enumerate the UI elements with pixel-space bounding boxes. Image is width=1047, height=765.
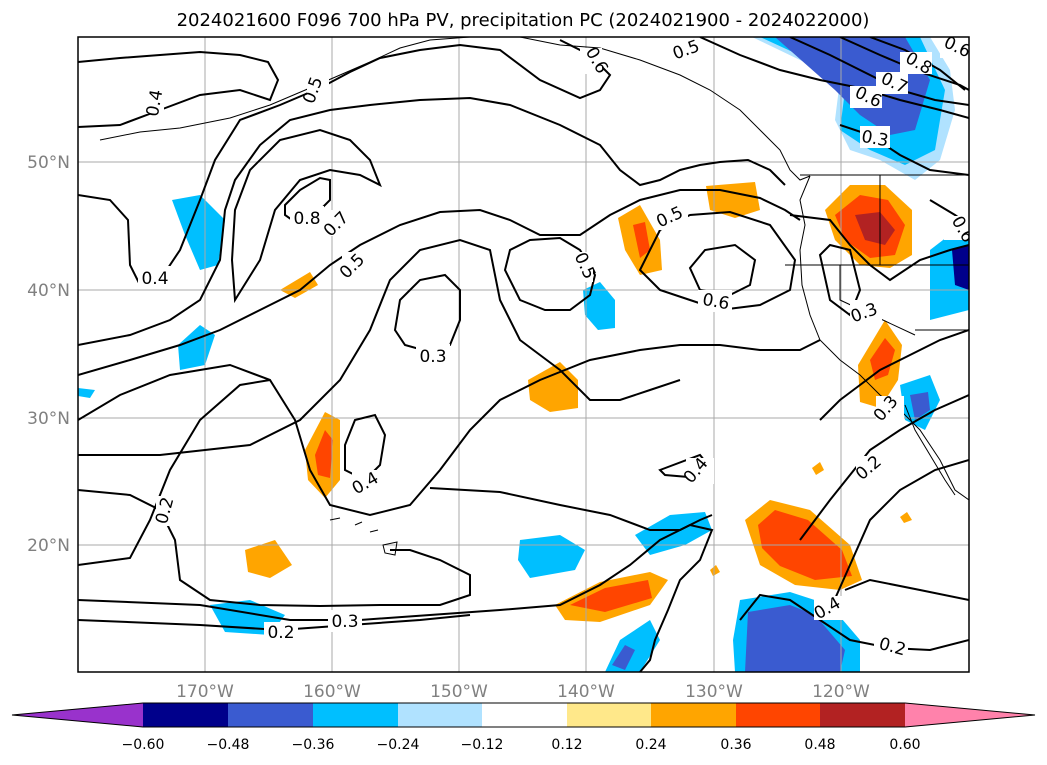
precip-negative-region bbox=[910, 392, 930, 420]
precip-positive-region bbox=[528, 362, 578, 412]
precip-shading bbox=[78, 37, 969, 672]
pv-contour bbox=[688, 243, 757, 297]
contour-label: 0.8 bbox=[293, 209, 320, 229]
pv-contour bbox=[78, 238, 681, 456]
gridlines bbox=[78, 37, 969, 672]
colorbar-bin bbox=[12, 703, 143, 727]
contour-label: 0.2 bbox=[267, 623, 294, 643]
pv-contour bbox=[503, 236, 597, 311]
contour-label: 0.3 bbox=[419, 347, 446, 367]
precip-positive-region bbox=[812, 462, 824, 475]
x-axis-ticks: 170°W 160°W 150°W 140°W 130°W 120°W bbox=[176, 682, 870, 702]
map-frame bbox=[77, 36, 970, 673]
precip-negative-region bbox=[745, 605, 845, 672]
y-tick-label: 50°N bbox=[27, 153, 70, 173]
colorbar-bin bbox=[398, 703, 482, 727]
colorbar-tick: 0.48 bbox=[804, 737, 835, 753]
precip-negative-region bbox=[612, 645, 635, 670]
x-tick-label: 170°W bbox=[176, 682, 234, 702]
pv-contour bbox=[739, 593, 969, 652]
pv-contour bbox=[789, 214, 969, 282]
pv-contour bbox=[393, 273, 461, 354]
coastlines bbox=[99, 37, 969, 556]
precip-positive-region bbox=[900, 512, 912, 523]
colorbar-outline bbox=[11, 702, 1036, 728]
state-border bbox=[839, 265, 916, 336]
pv-contour bbox=[344, 413, 387, 482]
pv-contour bbox=[284, 176, 331, 224]
coastline-west-coast bbox=[799, 175, 969, 501]
pv-contour bbox=[230, 128, 382, 304]
contour-label: 0.6 bbox=[701, 290, 731, 314]
pv-contour bbox=[78, 379, 271, 566]
hawaii-islands bbox=[329, 517, 398, 556]
colorbar: −0.60 −0.48 −0.36 −0.24 −0.12 0.12 0.24 … bbox=[11, 702, 1036, 753]
chart-title: 2024021600 F096 700 hPa PV, precipitatio… bbox=[177, 10, 870, 31]
colorbar-bin bbox=[736, 703, 820, 727]
coastline-alaska bbox=[519, 37, 811, 181]
precip-positive-region bbox=[870, 338, 895, 380]
colorbar-tick: −0.12 bbox=[461, 737, 504, 753]
precip-negative-region bbox=[518, 535, 585, 578]
pv-contour bbox=[699, 37, 969, 119]
precip-negative-region bbox=[172, 195, 225, 270]
precip-positive-region bbox=[855, 212, 895, 245]
pv-contour bbox=[818, 243, 862, 317]
pv-contour bbox=[78, 96, 786, 346]
precip-negative-region bbox=[178, 325, 215, 370]
contour-label: 0.4 bbox=[143, 88, 167, 118]
pv-contour bbox=[78, 339, 821, 517]
y-tick-label: 20°N bbox=[27, 536, 70, 556]
y-tick-label: 30°N bbox=[27, 409, 70, 429]
pv-contour bbox=[429, 487, 713, 531]
contour-label: 0.3 bbox=[331, 612, 358, 632]
precip-positive-region bbox=[245, 540, 292, 578]
precip-negative-region bbox=[78, 388, 95, 398]
pv-contour bbox=[78, 614, 471, 632]
precip-positive-region bbox=[710, 565, 720, 576]
colorbar-tick: 0.12 bbox=[551, 737, 582, 753]
colorbar-bin bbox=[143, 703, 228, 727]
colorbar-bin bbox=[651, 703, 736, 727]
colorbar-bin bbox=[567, 703, 651, 727]
pv-contour bbox=[819, 329, 969, 421]
contour-labels: 0.4 0.5 0.6 0.5 0.6 0.7 0.8 0.4 0.8 0.7 … bbox=[138, 37, 969, 660]
pv-contour bbox=[799, 394, 969, 541]
x-tick-label: 160°W bbox=[303, 682, 361, 702]
colorbar-tick: −0.36 bbox=[292, 737, 335, 753]
contour-label: 0.3 bbox=[860, 127, 890, 151]
colorbar-tick: −0.60 bbox=[122, 737, 165, 753]
precip-negative-region bbox=[952, 245, 969, 290]
colorbar-bin bbox=[482, 703, 567, 727]
colorbar-bin bbox=[820, 703, 905, 727]
x-tick-label: 150°W bbox=[430, 682, 488, 702]
colorbar-tick: 0.24 bbox=[635, 737, 666, 753]
colorbar-bin bbox=[905, 703, 1035, 727]
pv-contour bbox=[78, 50, 280, 128]
precip-negative-region bbox=[583, 282, 615, 330]
pv-contour bbox=[78, 189, 801, 376]
colorbar-tick: 0.36 bbox=[720, 737, 751, 753]
precip-positive-region bbox=[570, 580, 652, 612]
pv-contour bbox=[829, 459, 969, 611]
colorbar-tick: 0.60 bbox=[889, 737, 920, 753]
x-tick-label: 130°W bbox=[685, 682, 743, 702]
colorbar-bin bbox=[313, 703, 398, 727]
pv-contour bbox=[844, 578, 969, 601]
y-axis-ticks: 20°N 30°N 40°N 50°N bbox=[27, 153, 70, 556]
y-tick-label: 40°N bbox=[27, 281, 70, 301]
coastline-baja bbox=[904, 404, 956, 496]
precip-negative-region bbox=[930, 220, 969, 320]
colorbar-bin bbox=[228, 703, 313, 727]
x-tick-label: 140°W bbox=[557, 682, 615, 702]
precip-positive-region bbox=[315, 430, 333, 478]
precip-positive-region bbox=[633, 222, 650, 258]
x-tick-label: 120°W bbox=[812, 682, 870, 702]
colorbar-tick: −0.48 bbox=[207, 737, 250, 753]
precip-positive-region bbox=[280, 272, 318, 298]
contour-label: 0.4 bbox=[141, 269, 168, 289]
colorbar-tick: −0.24 bbox=[377, 737, 420, 753]
